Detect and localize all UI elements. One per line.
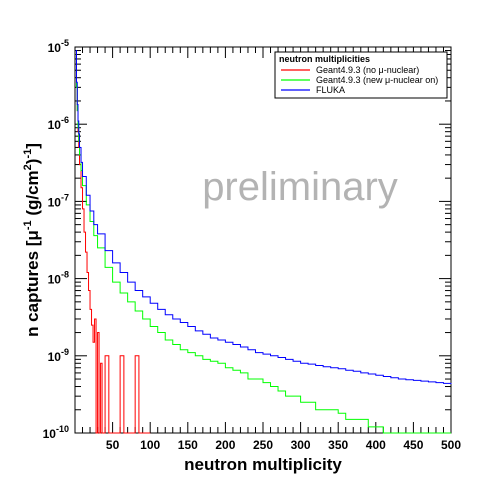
legend-entry-label: Geant4.9.3 (new μ-nuclear on) xyxy=(316,75,438,85)
y-tick-label: 10-7 xyxy=(48,192,69,209)
y-tick-base: 10 xyxy=(48,350,62,364)
y-tick-exponent: -8 xyxy=(61,270,69,280)
x-axis-ticks: 50 100 150 200 250 300 350 400 450 500 xyxy=(74,47,461,452)
watermark-text: preliminary xyxy=(202,165,398,209)
x-tick-label: 450 xyxy=(403,438,423,452)
x-tick-label: 350 xyxy=(328,438,348,452)
legend-entry-label: FLUKA xyxy=(316,85,345,95)
y-tick-label: 10-6 xyxy=(48,115,69,132)
x-tick-label: 200 xyxy=(215,438,235,452)
y-axis-title-exp4: -1 xyxy=(22,149,34,159)
series-layer xyxy=(75,50,452,434)
y-tick-label: 10-10 xyxy=(43,424,69,441)
y-axis-title-mid: (g/cm xyxy=(23,170,42,220)
x-tick-label: 100 xyxy=(140,438,160,452)
series-line-0 xyxy=(75,53,151,434)
series-line-2 xyxy=(75,50,452,385)
y-tick-base: 10 xyxy=(48,41,62,55)
y-tick-exponent: -5 xyxy=(61,38,69,48)
y-tick-label: 10-5 xyxy=(48,38,69,55)
y-axis-title-end: ] xyxy=(23,143,42,149)
y-tick-base: 10 xyxy=(48,195,62,209)
x-tick-label: 150 xyxy=(178,438,198,452)
y-tick-exponent: -9 xyxy=(61,347,69,357)
series-line-1 xyxy=(75,53,451,434)
legend: neutron multiplicities Geant4.9.3 (no μ-… xyxy=(274,51,448,99)
legend-title: neutron multiplicities xyxy=(279,54,370,64)
y-axis-title-main: n captures [μ xyxy=(23,230,42,337)
x-axis-title: neutron multiplicity xyxy=(184,455,342,474)
legend-entries: Geant4.9.3 (no μ-nuclear)Geant4.9.3 (new… xyxy=(281,65,438,95)
y-tick-label: 10-9 xyxy=(48,347,69,364)
x-tick-label: 400 xyxy=(366,438,386,452)
y-tick-base: 10 xyxy=(43,427,57,441)
x-tick-label: 300 xyxy=(291,438,311,452)
x-tick-label: 50 xyxy=(106,438,120,452)
y-tick-base: 10 xyxy=(48,273,62,287)
y-axis-title-exp1: -1 xyxy=(22,220,34,230)
y-tick-label: 10-8 xyxy=(48,270,69,287)
y-tick-exponent: -6 xyxy=(61,115,69,125)
x-tick-label: 250 xyxy=(253,438,273,452)
y-axis-title: n captures [μ-1 (g/cm2)-1] xyxy=(22,143,42,337)
y-axis-title-paren: ) xyxy=(23,159,42,165)
y-axis-title-exp2: 2 xyxy=(22,164,34,170)
y-tick-exponent: -10 xyxy=(56,424,69,434)
x-tick-label: 500 xyxy=(441,438,461,452)
y-tick-exponent: -7 xyxy=(61,192,69,202)
legend-entry-label: Geant4.9.3 (no μ-nuclear) xyxy=(316,65,419,75)
y-tick-base: 10 xyxy=(48,118,62,132)
